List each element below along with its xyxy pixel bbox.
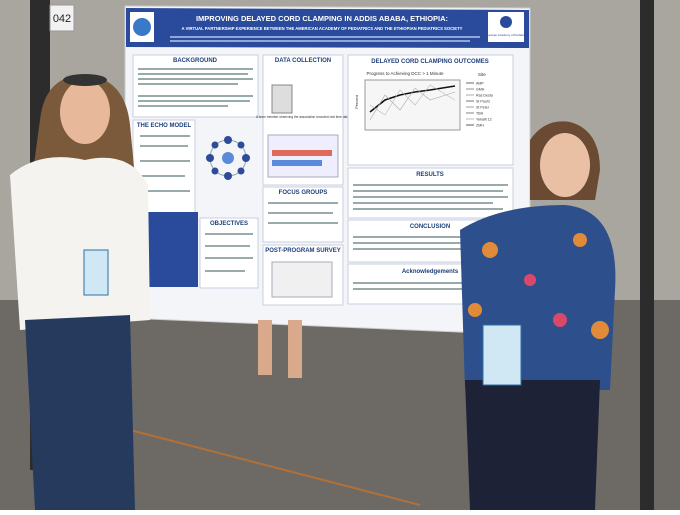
section-heading: THE ECHO MODEL (137, 123, 192, 129)
section-heading: OBJECTIVES (210, 221, 248, 227)
badge (83, 249, 109, 296)
person-leg (258, 320, 272, 375)
section-heading: RESULTS (416, 172, 444, 178)
badge (482, 324, 522, 386)
section-heading: FOCUS GROUPS (279, 190, 328, 196)
legend-label: St Peter (476, 105, 490, 109)
poster-subtitle: A VIRTUAL PARTNERSHIP EXPERIENCE BETWEEN… (182, 26, 463, 31)
section-heading: Acknowledgements (402, 269, 459, 275)
sidebar-box (143, 212, 198, 287)
section-heading: DELAYED CORD CLAMPING OUTCOMES (371, 59, 488, 65)
legend: AMP GMH Ras Desta St Paul's St Peter TBH Yekat… (466, 81, 493, 127)
person (10, 74, 150, 510)
person (460, 121, 616, 510)
legend-title: Site (478, 72, 486, 77)
booth-number: 042 (53, 13, 71, 25)
logo-mark (500, 16, 512, 28)
echo-diagram (206, 136, 250, 180)
legend-label: ZMH (476, 123, 484, 127)
chart-axis-label: Percent (354, 94, 359, 109)
poster-title: IMPROVING DELAYED CORD CLAMPING IN ADDIS… (196, 14, 448, 23)
legend-label: St Paul's (476, 99, 490, 103)
logo-mark (133, 18, 151, 36)
legend-label: Ras Desta (476, 93, 493, 97)
logo-text: American Academy of Pediatrics (484, 33, 528, 37)
section-heading: BACKGROUND (173, 58, 218, 64)
legend-label: GMH (476, 87, 485, 91)
person-leg (288, 320, 302, 378)
section-heading: DATA COLLECTION (275, 58, 331, 64)
post (640, 0, 654, 510)
section-heading: POST-PROGRAM SURVEY (265, 248, 341, 254)
booth-sign (49, 4, 75, 32)
floor-line (129, 429, 421, 506)
section-heading: CONCLUSION (410, 224, 450, 230)
chart-line (369, 85, 456, 113)
chart-title: Progress to Achieving DCC > 1 Minute (367, 71, 444, 76)
legend-label: TBH (476, 111, 484, 115)
legend-label: Yekatit 12 (476, 117, 492, 121)
legend-label: AMP (476, 81, 484, 85)
data-note: A team member observing the association … (256, 115, 380, 119)
poster: American Academy of Pediatrics IMPROVING… (124, 5, 531, 336)
